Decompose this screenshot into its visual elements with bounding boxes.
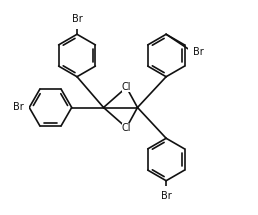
Text: Cl: Cl	[122, 123, 131, 133]
Text: Br: Br	[72, 14, 82, 24]
Text: Cl: Cl	[122, 82, 131, 92]
Text: Br: Br	[161, 191, 172, 201]
Text: Br: Br	[193, 47, 203, 57]
Text: Br: Br	[13, 103, 24, 112]
